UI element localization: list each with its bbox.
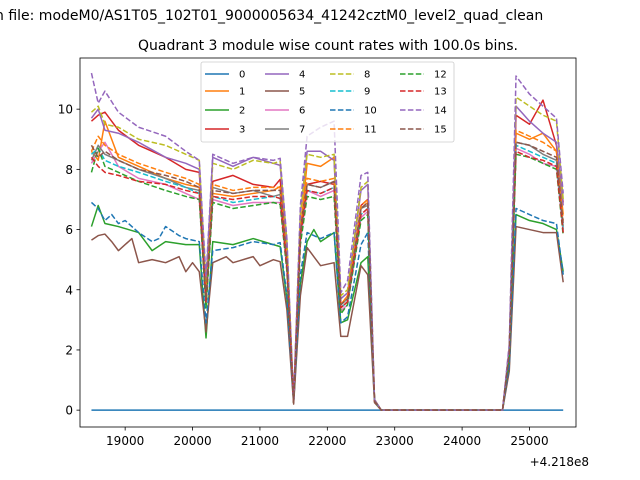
series-line-12 bbox=[90, 147, 564, 411]
legend-label-5: 5 bbox=[299, 87, 305, 98]
x-tick-label: 20000 bbox=[173, 434, 211, 448]
x-axis: 19000 20000 21000 22000 23000 24000 25000 bbox=[106, 427, 549, 448]
x-tick-label: 21000 bbox=[241, 434, 279, 448]
y-tick-label: 0 bbox=[65, 404, 73, 418]
legend-label-12: 12 bbox=[434, 70, 447, 81]
y-tick-label: 6 bbox=[65, 223, 73, 237]
legend-label-7: 7 bbox=[299, 125, 305, 136]
series-line-15 bbox=[90, 141, 564, 411]
series-line-5 bbox=[91, 225, 564, 411]
series-line-4 bbox=[90, 105, 564, 411]
legend-label-4: 4 bbox=[299, 70, 305, 81]
x-tick-label: 19000 bbox=[106, 434, 144, 448]
series-line-8 bbox=[90, 96, 564, 411]
plot-area bbox=[79, 57, 577, 428]
legend-label-15: 15 bbox=[434, 125, 447, 136]
legend-label-10: 10 bbox=[364, 106, 377, 117]
x-tick-label: 22000 bbox=[308, 434, 346, 448]
axes-frame bbox=[79, 57, 577, 428]
legend-label-3: 3 bbox=[239, 125, 245, 136]
legend-label-1: 1 bbox=[239, 87, 245, 98]
legend-label-9: 9 bbox=[364, 87, 370, 98]
legend-label-6: 6 bbox=[299, 106, 305, 117]
y-tick-label: 2 bbox=[65, 343, 73, 357]
legend-label-8: 8 bbox=[364, 70, 370, 81]
series-line-10 bbox=[90, 201, 564, 411]
y-axis: 0 2 4 6 8 10 bbox=[58, 103, 80, 418]
x-tick-label: 25000 bbox=[510, 434, 548, 448]
x-tick-label: 24000 bbox=[443, 434, 481, 448]
series-line-1 bbox=[90, 120, 564, 411]
series-line-3 bbox=[90, 99, 564, 411]
legend-label-2: 2 bbox=[239, 106, 245, 117]
series-line-11 bbox=[90, 129, 564, 411]
y-tick-label: 4 bbox=[65, 283, 73, 297]
legend-label-13: 13 bbox=[434, 87, 447, 98]
legend-label-14: 14 bbox=[434, 106, 447, 117]
x-axis-offset-label: +4.218e8 bbox=[530, 455, 589, 469]
y-tick-label: 8 bbox=[65, 163, 73, 177]
figure-suptitle: n file: modeM0/AS1T05_102T01_9000005634_… bbox=[0, 8, 543, 24]
y-tick-label: 10 bbox=[58, 103, 73, 117]
chart-title: Quadrant 3 module wise count rates with … bbox=[138, 38, 518, 54]
x-tick-label: 23000 bbox=[376, 434, 414, 448]
legend-label-0: 0 bbox=[239, 70, 245, 81]
series-line-13 bbox=[90, 150, 564, 411]
legend-box bbox=[200, 61, 455, 143]
legend-label-11: 11 bbox=[364, 125, 377, 136]
